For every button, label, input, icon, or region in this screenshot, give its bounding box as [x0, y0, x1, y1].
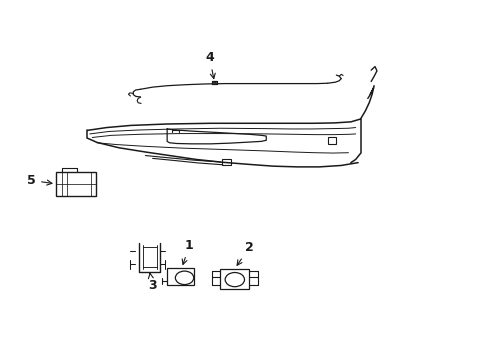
Text: 1: 1: [182, 239, 193, 265]
Bar: [167, 268, 194, 285]
Bar: [222, 159, 231, 166]
Bar: [56, 172, 95, 196]
Text: 4: 4: [205, 51, 215, 78]
Text: 5: 5: [27, 174, 52, 187]
Text: 3: 3: [147, 273, 156, 292]
Bar: [220, 269, 249, 289]
Bar: [327, 138, 336, 144]
Text: 2: 2: [237, 241, 253, 265]
